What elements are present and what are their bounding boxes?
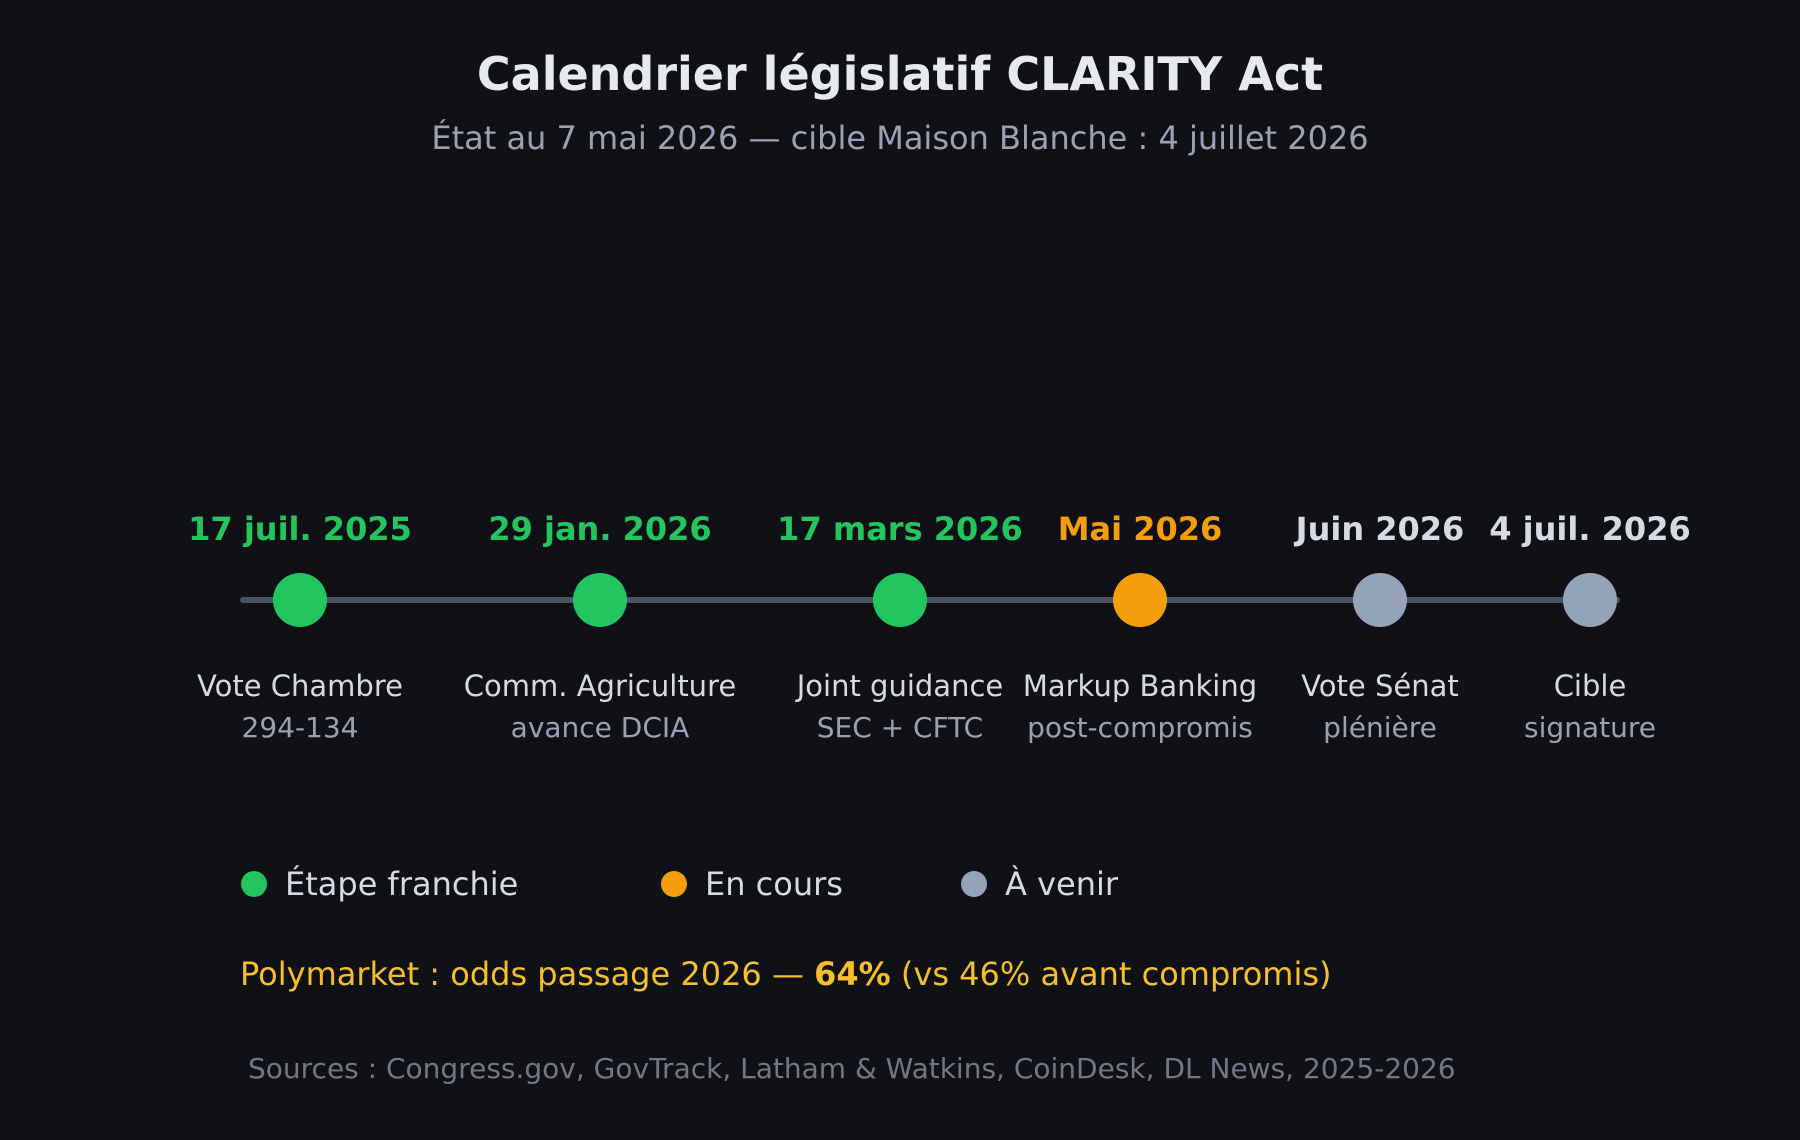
legend-dot xyxy=(241,871,267,897)
polymarket-prefix: Polymarket : odds passage 2026 — xyxy=(240,955,815,993)
legend-item-upcoming: À venir xyxy=(961,862,1118,906)
milestone-label: Cible xyxy=(1553,669,1627,703)
page-subtitle: État au 7 mai 2026 — cible Maison Blanch… xyxy=(431,119,1369,157)
milestone-sublabel: 294-134 xyxy=(241,711,359,744)
legend-label: Étape franchie xyxy=(285,865,519,903)
polymarket-note: Polymarket : odds passage 2026 — 64% (vs… xyxy=(240,952,1332,996)
legend-dot xyxy=(661,871,687,897)
sources-note: Sources : Congress.gov, GovTrack, Latham… xyxy=(248,1052,1456,1085)
milestone-date: 17 mars 2026 xyxy=(777,510,1023,548)
milestone-date: Juin 2026 xyxy=(1295,510,1465,548)
milestone-date: 4 juil. 2026 xyxy=(1489,510,1691,548)
polymarket-suffix: (vs 46% avant compromis) xyxy=(890,955,1332,993)
milestone-date: 17 juil. 2025 xyxy=(188,510,412,548)
milestone-label: Vote Chambre xyxy=(197,669,403,703)
milestone-label: Comm. Agriculture xyxy=(463,669,737,703)
milestone-dot xyxy=(1353,573,1407,627)
polymarket-value: 64% xyxy=(814,955,891,993)
milestone-date: Mai 2026 xyxy=(1057,510,1223,548)
milestone-sublabel: SEC + CFTC xyxy=(816,711,984,744)
legend-item-done: Étape franchie xyxy=(241,862,518,906)
page-title: Calendrier législatif CLARITY Act xyxy=(476,47,1324,101)
legend-label: En cours xyxy=(705,865,843,903)
milestone-dot xyxy=(1113,573,1167,627)
milestone-sublabel: avance DCIA xyxy=(510,711,690,744)
milestone-sublabel: post-compromis xyxy=(1027,711,1253,744)
legend-label: À venir xyxy=(1005,865,1119,903)
legend-item-in-progress: En cours xyxy=(661,862,843,906)
milestone-sublabel: signature xyxy=(1524,711,1656,744)
milestone-sublabel: plénière xyxy=(1323,711,1437,744)
milestone-date: 29 jan. 2026 xyxy=(488,510,712,548)
milestone-dot xyxy=(873,573,927,627)
timeline-line xyxy=(240,597,1620,603)
milestone-label: Markup Banking xyxy=(1022,669,1258,703)
milestone-label: Joint guidance xyxy=(796,669,1004,703)
milestone-dot xyxy=(573,573,627,627)
milestone-dot xyxy=(1563,573,1617,627)
milestone-label: Vote Sénat xyxy=(1301,669,1459,703)
milestone-dot xyxy=(273,573,327,627)
legend-dot xyxy=(961,871,987,897)
